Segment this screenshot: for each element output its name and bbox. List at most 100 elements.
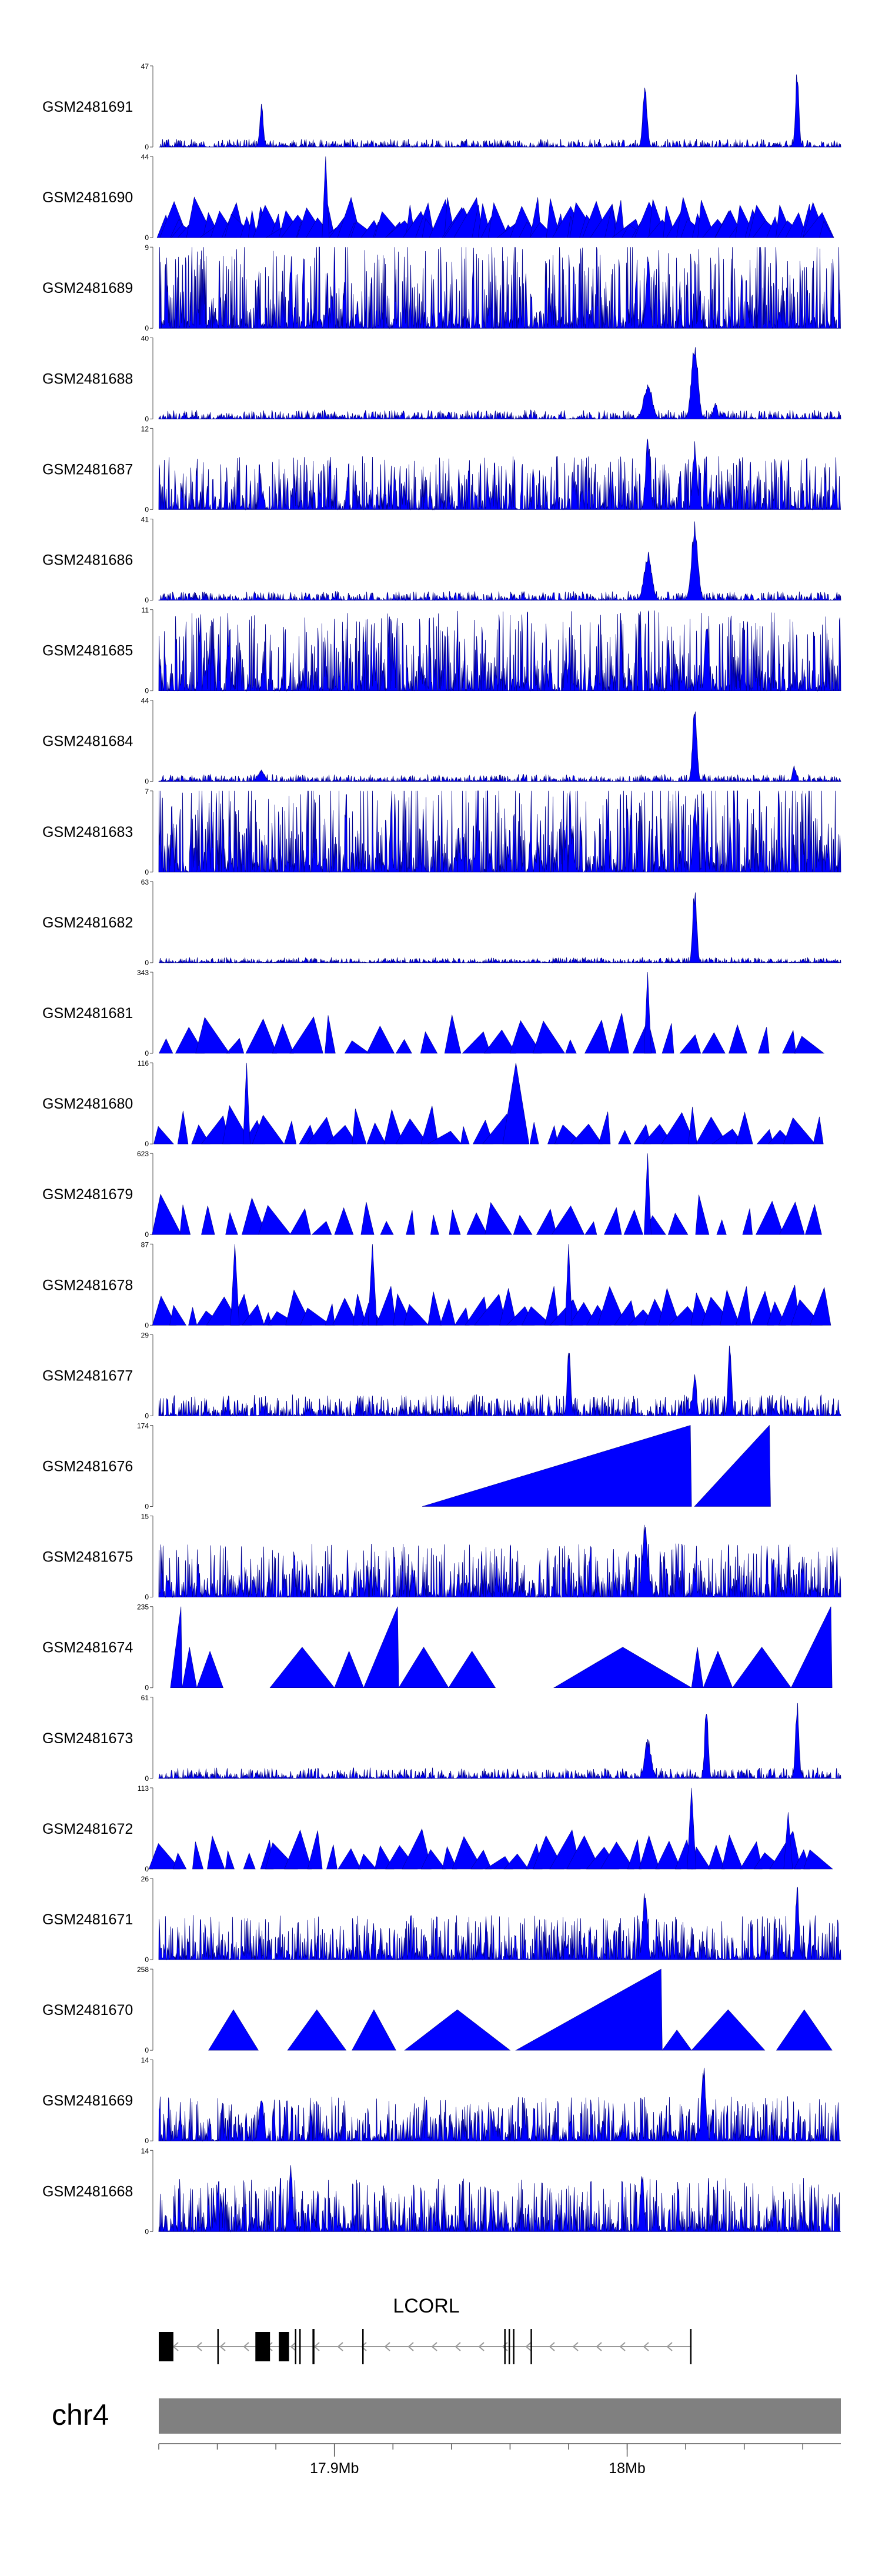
chromosome-track: chr4 [52,2398,841,2434]
signal-peak [325,1303,335,1326]
signal-peak [662,2030,692,2051]
signal-peak [720,1289,740,1326]
gene-label: LCORL [393,2295,459,2317]
signal-peak [614,1300,637,1326]
track-label: GSM2481681 [42,1005,133,1022]
track-label: GSM2481673 [42,1730,133,1747]
y-max-label: 113 [138,1784,149,1793]
track-GSM2481689: GSM2481689 9 0 [42,243,841,332]
y-min-label: 0 [145,1412,149,1420]
track-label: GSM2481684 [42,733,133,750]
signal-peak [695,1116,728,1144]
signal-peak [532,1020,566,1054]
signal-peak [566,1835,601,1870]
signal-peak [148,1843,181,1870]
track-GSM2481681: GSM2481681 343 0 [42,969,825,1057]
signal-peak [701,1032,726,1054]
signal-peak [810,1286,831,1326]
signal-peak [398,1647,449,1688]
signal-peak [403,1304,429,1326]
strand-arrow [619,2342,626,2351]
signal-peak [758,1027,770,1054]
signal-peak [483,1029,516,1054]
signal-area [158,438,841,510]
signal-peak [153,1126,174,1144]
signal-peak [627,1839,642,1870]
track-GSM2481669: GSM2481669 14 0 [42,2056,841,2145]
signal-peak [352,2009,396,2051]
signal-peak [633,1124,651,1144]
track-GSM2481671: GSM2481671 26 0 [42,1875,841,1964]
track-GSM2481684: GSM2481684 44 0 [42,697,841,786]
y-min-label: 0 [145,687,149,695]
signal-peak [360,1202,375,1235]
strand-arrow [360,2342,367,2351]
y-min-label: 0 [145,1230,149,1239]
signal-area [158,1346,841,1417]
signal-peak [225,1850,235,1870]
track-GSM2481685: GSM2481685 11 0 [42,606,841,695]
y-max-label: 258 [137,1966,149,1974]
signal-peak [803,1849,833,1870]
signal-peak [729,1024,747,1054]
strand-arrow [478,2342,485,2351]
position-tick-label: 17.9Mb [310,2460,359,2477]
signal-area [158,610,841,692]
exon [255,2332,270,2361]
y-max-label: 9 [145,243,149,252]
signal-area [158,1524,841,1599]
strand-arrow [219,2342,226,2351]
y-max-label: 14 [141,2147,149,2155]
y-min-label: 0 [145,778,149,786]
gene-track: LCORL [159,2295,692,2364]
signal-peak [782,1029,797,1054]
track-label: GSM2481674 [42,1640,133,1656]
signal-peak [597,1286,627,1326]
strand-arrow [525,2342,532,2351]
signal-peak [420,1849,446,1870]
signal-peak [711,1129,744,1144]
signal-peak [287,2009,347,2051]
signal-peak [742,1208,753,1235]
y-min-label: 0 [145,959,149,967]
track-GSM2481679: GSM2481679 623 0 [42,1150,822,1239]
signal-peak [564,1244,573,1326]
track-label: GSM2481690 [42,189,133,206]
signal-peak [195,1017,230,1054]
signal-tracks: GSM2481691470GSM2481690440GSM248168990GS… [42,62,841,2235]
signal-peak [449,1209,461,1235]
exon [299,2329,301,2364]
signal-peak [169,1304,186,1326]
signal-peak [778,1284,800,1326]
signal-peak [173,1852,187,1870]
signal-peak [395,1039,412,1054]
y-max-label: 12 [141,425,149,433]
signal-peak [776,2009,833,2051]
signal-peak [618,1130,632,1144]
strand-arrow [290,2342,296,2351]
signal-peak [688,1106,697,1144]
signal-peak [307,1116,336,1144]
signal-peak [326,1125,358,1144]
y-min-label: 0 [145,1684,149,1692]
signal-peak [570,1123,603,1144]
track-GSM2481675: GSM2481675 15 0 [42,1513,841,1601]
signal-peak [248,210,258,238]
track-GSM2481682: GSM2481682 63 0 [42,878,841,967]
signal-peak [783,1117,816,1144]
signal-peak [352,1108,367,1144]
signal-peak [444,1015,462,1054]
y-min-label: 0 [145,1774,149,1783]
y-min-label: 0 [145,1140,149,1148]
y-max-label: 174 [137,1422,149,1430]
position-axis: 17.9Mb 18Mb [158,2443,841,2477]
signal-peak [192,1841,203,1870]
chromosome-label: chr4 [52,2398,109,2431]
track-GSM2481673: GSM2481673 61 0 [42,1694,841,1783]
exon [279,2332,289,2361]
signal-peak [427,1292,442,1326]
signal-peak [732,1647,791,1688]
position-tick-label: 18Mb [609,2460,646,2477]
track-label: GSM2481677 [42,1367,133,1384]
signal-peak [584,1019,610,1054]
